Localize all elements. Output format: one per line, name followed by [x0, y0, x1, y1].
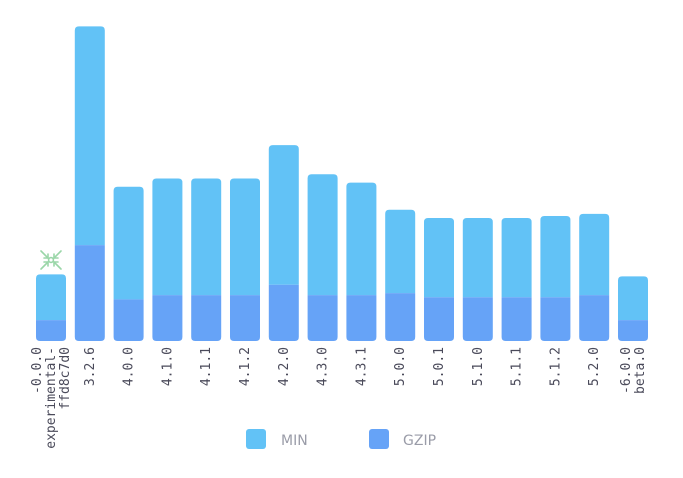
x-tick-label: 4.3.0 — [316, 347, 331, 386]
bar-min — [424, 218, 454, 298]
x-tick-label: 5.2.0 — [587, 347, 602, 386]
x-tick-label: 5.0.0 — [393, 347, 408, 386]
x-tick-label: 4.1.2 — [238, 347, 253, 386]
bar-gzip — [618, 320, 648, 341]
bar-min — [268, 145, 299, 285]
x-tick-label: 4.1.0 — [160, 347, 175, 386]
x-tick-label: 5.1.0 — [471, 347, 486, 386]
bar-min — [230, 178, 260, 296]
x-tick-label: 5.1.2 — [548, 347, 563, 386]
x-tick-label: 3.2.6 — [83, 347, 98, 386]
bar-min — [346, 182, 377, 296]
bar-min — [385, 209, 416, 294]
legend: MIN GZIP — [246, 429, 436, 449]
bar-gzip — [307, 295, 338, 341]
bar-gzip — [191, 295, 222, 341]
bar-gzip — [424, 297, 454, 341]
bar-min — [74, 26, 105, 246]
bar-min — [501, 218, 532, 298]
legend-label-gzip: GZIP — [403, 433, 436, 449]
bar-gzip — [113, 299, 144, 341]
x-tick-label: -6.0.0beta.0 — [619, 347, 648, 394]
bar-min — [191, 178, 222, 296]
shrink-arrows-icon — [40, 250, 62, 270]
bar-gzip — [36, 320, 66, 341]
bar-gzip — [579, 295, 610, 341]
bar-gzip — [385, 293, 416, 341]
legend-swatch-gzip — [369, 429, 389, 449]
bar-gzip — [501, 297, 532, 341]
bar-gzip — [462, 297, 493, 341]
bar-gzip — [74, 245, 105, 341]
x-tick-label: 5.1.1 — [510, 347, 525, 386]
legend-label-min: MIN — [281, 433, 308, 449]
x-tick-label: 5.0.1 — [432, 347, 447, 386]
bar-gzip — [268, 284, 299, 341]
x-tick-label: -0.0.0experimental-ffd8c7d0 — [30, 347, 73, 449]
bar-gzip — [540, 297, 571, 341]
bar-min — [540, 215, 571, 298]
bar-min — [152, 178, 183, 296]
bar-min — [579, 213, 610, 296]
x-tick-label: 4.0.0 — [122, 347, 137, 386]
x-tick-label: 4.1.1 — [199, 347, 214, 386]
x-axis-tick-labels: -0.0.0experimental-ffd8c7d0 3.2.6 4.0.0 4.1… — [30, 347, 648, 449]
bar-min — [462, 218, 493, 298]
bar-min — [113, 186, 144, 300]
bar-gzip — [230, 295, 260, 341]
bar-min — [618, 276, 648, 321]
legend-swatch-min — [246, 429, 266, 449]
x-tick-label: 4.3.1 — [354, 347, 369, 386]
bars-layer — [36, 26, 648, 341]
bar-min — [36, 274, 66, 321]
bar-gzip — [346, 295, 377, 341]
bar-gzip — [152, 295, 183, 341]
bar-min — [307, 174, 338, 296]
x-tick-label: 4.2.0 — [277, 347, 292, 386]
